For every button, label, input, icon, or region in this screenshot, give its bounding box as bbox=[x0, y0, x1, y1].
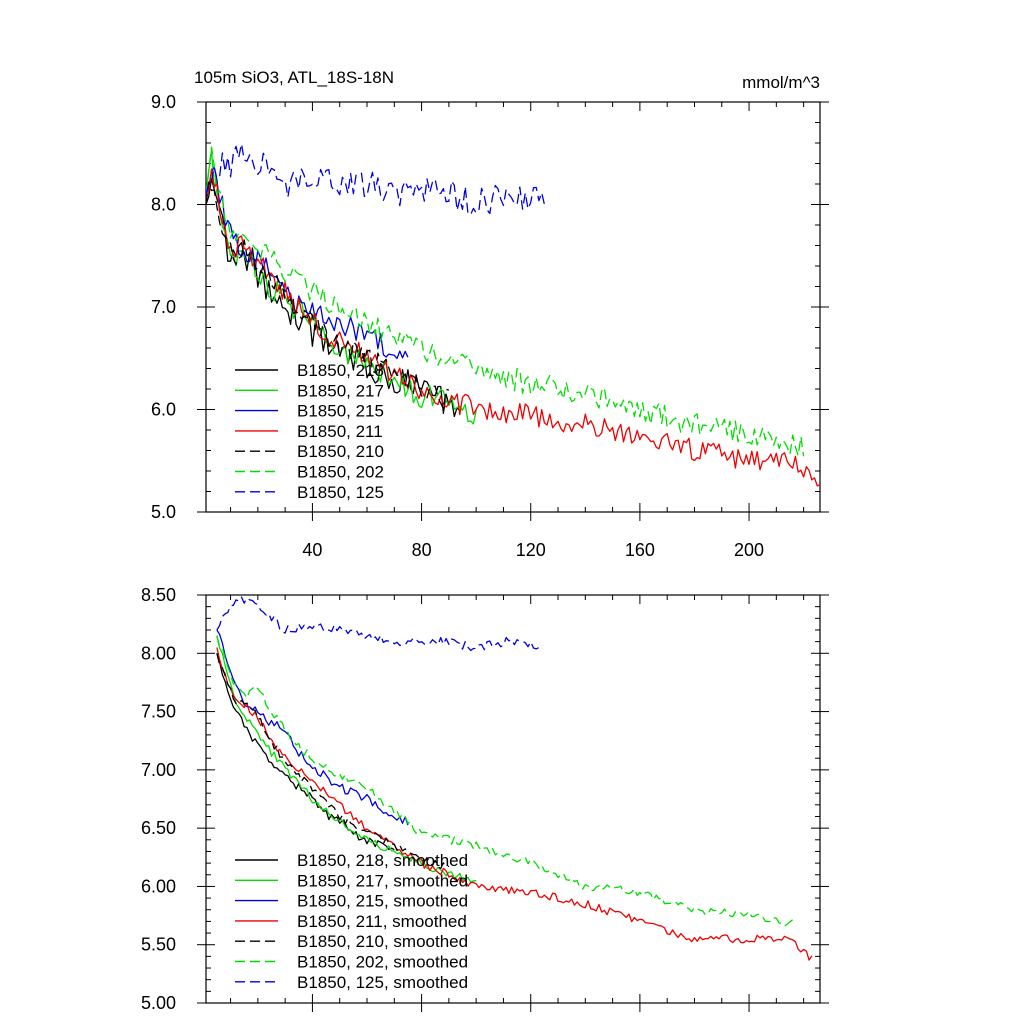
y-tick-label: 7.50 bbox=[141, 702, 176, 722]
series-line-2 bbox=[216, 629, 409, 826]
series-line-6 bbox=[216, 596, 543, 652]
series-line-4 bbox=[216, 653, 449, 870]
legend-label: B1850, 218, smoothed bbox=[297, 851, 468, 870]
y-tick-label: 5.0 bbox=[151, 502, 176, 522]
legend-label: B1850, 211, smoothed bbox=[297, 912, 467, 931]
legend-label: B1850, 125, smoothed bbox=[297, 973, 468, 992]
y-tick-label: 5.00 bbox=[141, 993, 176, 1013]
series-line-1 bbox=[216, 635, 477, 883]
series-line-0 bbox=[216, 653, 395, 851]
x-tick-label: 120 bbox=[516, 540, 546, 560]
y-tick-label: 9.0 bbox=[151, 92, 176, 112]
y-tick-label: 6.00 bbox=[141, 876, 176, 896]
y-tick-label: 5.50 bbox=[141, 935, 176, 955]
legend-label: B1850, 215, smoothed bbox=[297, 892, 468, 911]
y-tick-label: 8.50 bbox=[141, 585, 176, 605]
legend-label: B1850, 210, smoothed bbox=[297, 932, 468, 951]
legend-label: B1850, 215 bbox=[297, 402, 384, 421]
x-tick-label: 160 bbox=[625, 540, 655, 560]
legend-label: B1850, 217, smoothed bbox=[297, 871, 468, 890]
y-tick-label: 7.0 bbox=[151, 297, 176, 317]
legend-label: B1850, 202 bbox=[297, 463, 384, 482]
chart-title: 105m SiO3, ATL_18S-18N bbox=[194, 68, 394, 87]
legend-label: B1850, 217 bbox=[297, 381, 384, 400]
legend-label: B1850, 202, smoothed bbox=[297, 953, 468, 972]
legend-label: B1850, 210 bbox=[297, 442, 384, 461]
series-line-4 bbox=[206, 181, 450, 410]
y-tick-label: 8.0 bbox=[151, 195, 176, 215]
series-line-5 bbox=[216, 635, 794, 927]
y-tick-label: 8.00 bbox=[141, 643, 176, 663]
y-tick-label: 7.00 bbox=[141, 760, 176, 780]
legend-label: B1850, 218 bbox=[297, 361, 384, 380]
x-tick-label: 40 bbox=[302, 540, 322, 560]
series-line-5 bbox=[206, 146, 805, 457]
legend-label: B1850, 211 bbox=[297, 422, 383, 441]
bottom-plot-frame bbox=[205, 594, 821, 1004]
series-line-3 bbox=[216, 647, 813, 961]
series-line-6 bbox=[206, 143, 548, 216]
y-tick-label: 6.0 bbox=[151, 400, 176, 420]
x-tick-label: 200 bbox=[734, 540, 764, 560]
y-tick-label: 6.50 bbox=[141, 818, 176, 838]
units-label: mmol/m^3 bbox=[742, 73, 820, 92]
top-panel: 40 80 120 160 200 5.0 6.0 7.0 8.0 9.0 105m SiO3, A… bbox=[151, 68, 829, 560]
legend-label: B1850, 125 bbox=[297, 483, 384, 502]
series-line-3 bbox=[206, 168, 820, 487]
top-series-group bbox=[206, 143, 820, 487]
bottom-panel: 5.00 5.50 6.00 6.50 7.00 7.50 8.00 8.50 B1850, 2… bbox=[141, 585, 829, 1013]
x-tick-label: 80 bbox=[412, 540, 432, 560]
bottom-series-group bbox=[216, 596, 813, 961]
